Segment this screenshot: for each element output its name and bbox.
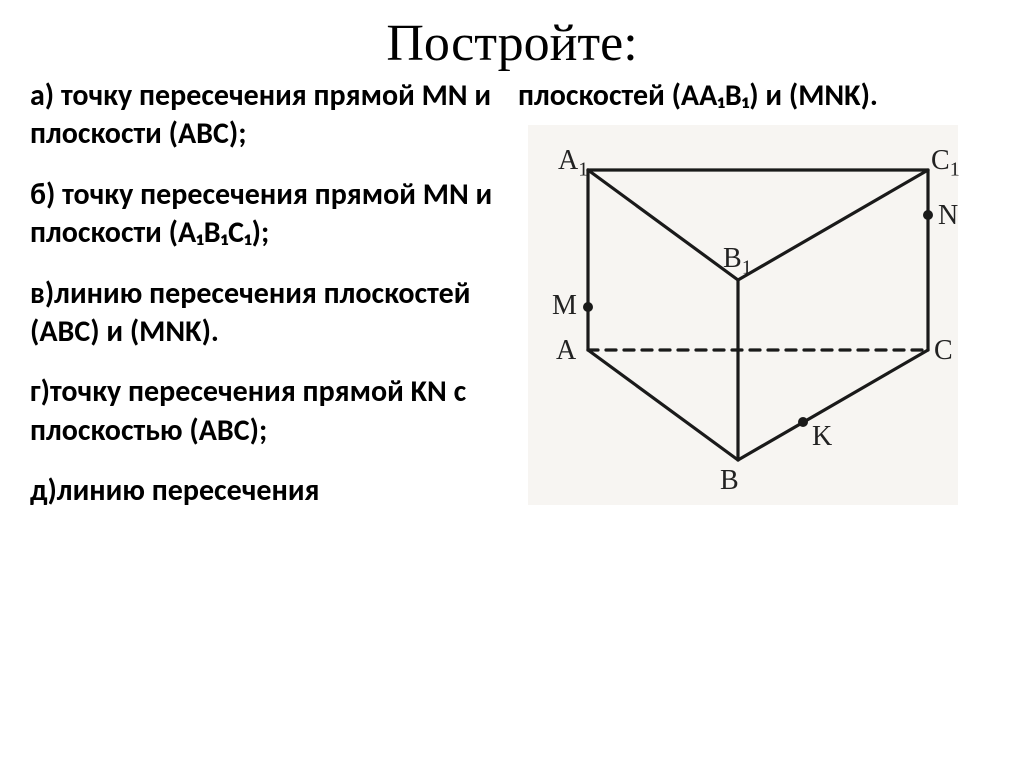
task-d: д)линию пересечения bbox=[30, 472, 494, 510]
page-title: Постройте: bbox=[0, 14, 1024, 73]
prism-svg bbox=[528, 125, 958, 505]
content-row: а) точку пересечения прямой MN и плоскос… bbox=[0, 77, 1024, 533]
task-a: а) точку пересечения прямой MN и плоскос… bbox=[30, 77, 494, 154]
task-g: г)точку пересечения прямой KN с плоскост… bbox=[30, 373, 494, 450]
point-n-dot bbox=[923, 210, 933, 220]
point-m-dot bbox=[583, 302, 593, 312]
task-v: в)линию пересечения плоскостей (ABC) и (… bbox=[30, 275, 494, 352]
task-continuation: плоскостей (AA₁B₁) и (MNK). bbox=[518, 77, 994, 115]
slide: Постройте: а) точку пересечения прямой M… bbox=[0, 14, 1024, 767]
right-column: плоскостей (AA₁B₁) и (MNK). ABCA1B1C1MNK bbox=[512, 77, 994, 533]
point-k-dot bbox=[798, 417, 808, 427]
prism-figure: ABCA1B1C1MNK bbox=[528, 125, 958, 505]
task-b: б) точку пересечения прямой MN и плоскос… bbox=[30, 176, 494, 253]
left-column: а) точку пересечения прямой MN и плоскос… bbox=[30, 77, 512, 533]
